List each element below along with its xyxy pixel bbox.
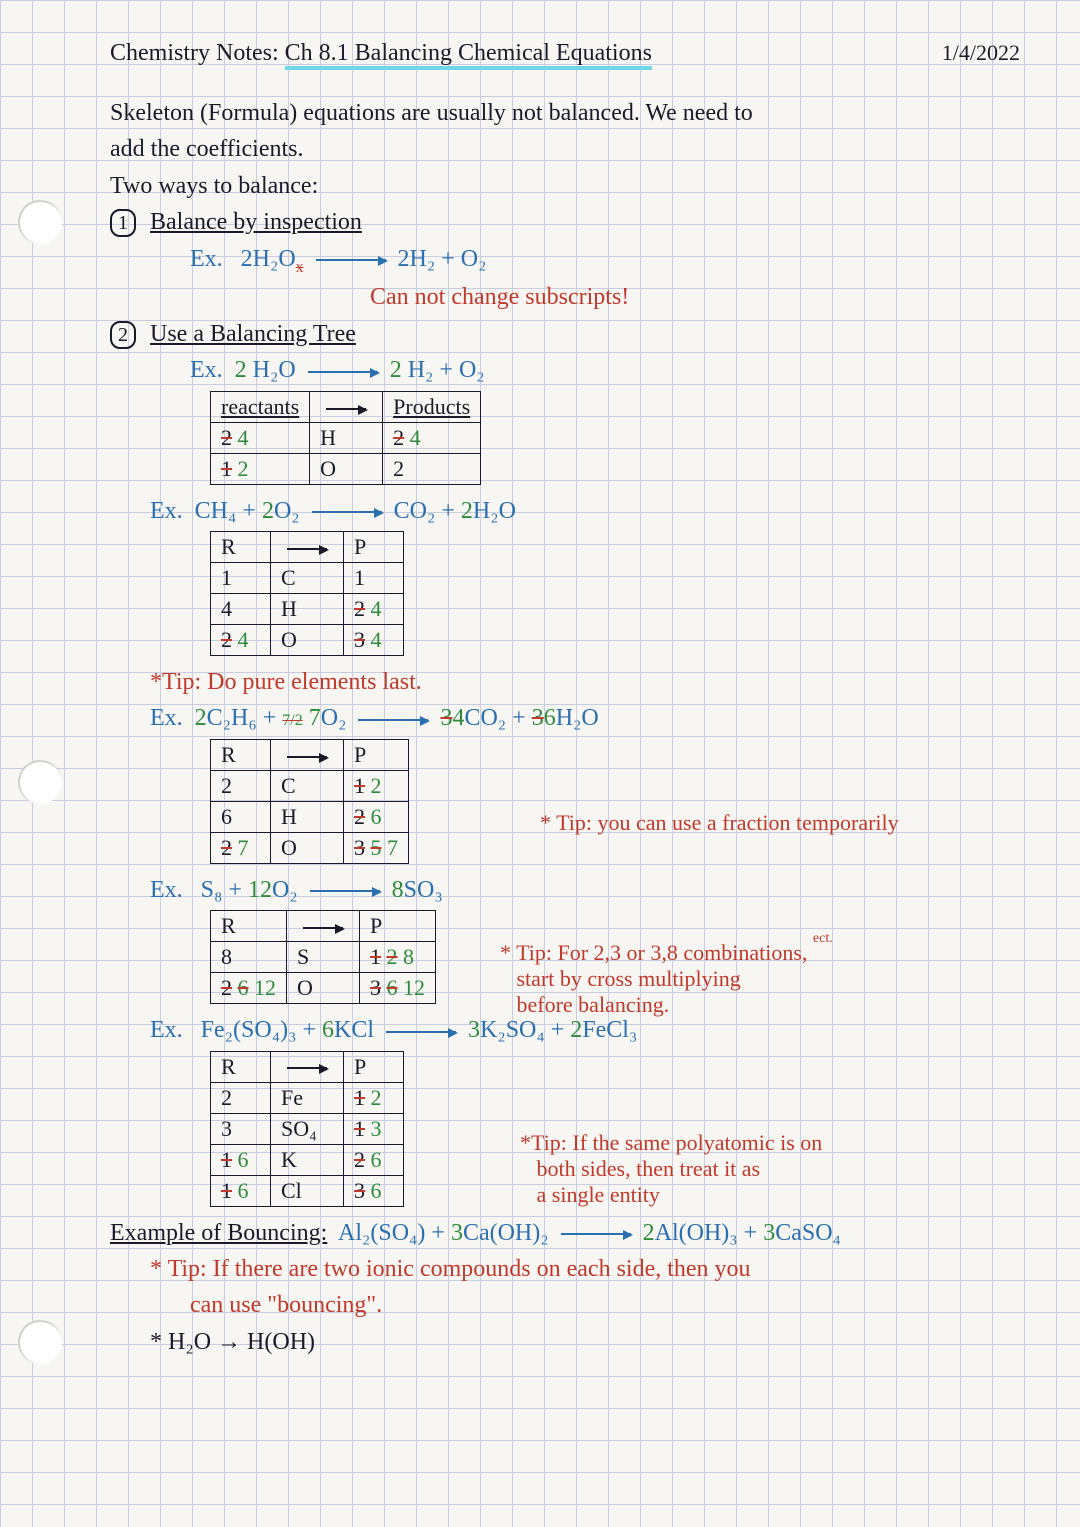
bouncing-example: Example of Bouncing: Al₂(SO₄) + 3Ca(OH)₂… — [110, 1217, 1020, 1249]
bouncing-note: * H₂O → H(OH) — [150, 1326, 1020, 1358]
table-row: 1 6Cl3 6 — [211, 1175, 404, 1206]
tip-bouncing-2: can use "bouncing". — [190, 1289, 1020, 1321]
arrow-icon — [287, 548, 327, 550]
ex2-equation: Ex. CH₄ + 2O₂ CO₂ + 2H₂O — [150, 495, 1020, 527]
method1-example: Ex. 2H₂Ox 2H₂ + O₂ — [190, 243, 1020, 278]
table-row: 6H2 6 — [211, 801, 409, 832]
arrow-icon — [308, 371, 378, 373]
arrow-icon — [326, 408, 366, 410]
table-row: 8S1 2 8 — [211, 942, 436, 973]
tip-polyatomic: *Tip: If the same polyatomic is on both … — [520, 1130, 960, 1208]
balancing-table-1: reactantsProducts 2 4H2 4 1 2O2 — [210, 391, 481, 485]
arrow-icon — [287, 756, 327, 758]
balancing-table-2: RP 1C1 4H2 4 2 4O3 4 — [210, 531, 404, 656]
table-row: 3SO₄1 3 — [211, 1113, 404, 1144]
ex5-equation: Ex. Fe₂(SO₄)₃ + 6KCl 3K₂SO₄ + 2FeCl₃ — [150, 1014, 1020, 1046]
balancing-table-3: RP 2C1 2 6H2 6 2 7O3 5 7 — [210, 739, 409, 864]
table-row: 1 2O2 — [211, 453, 481, 484]
balancing-table-5: RP 2Fe1 2 3SO₄1 3 1 6K2 6 1 6Cl3 6 — [210, 1051, 404, 1207]
ex3-equation: Ex. 2C₂H₆ + 7/2 7O₂ 34CO₂ + 36H₂O — [150, 702, 1020, 734]
method2: 2 Use a Balancing Tree — [110, 318, 1020, 350]
table-row: 1 6K2 6 — [211, 1144, 404, 1175]
table-row: 2C1 2 — [211, 770, 409, 801]
method2-title: Use a Balancing Tree — [150, 321, 356, 347]
table-row: 2 6 12O3 6 12 — [211, 973, 436, 1004]
arrow-icon — [310, 890, 380, 892]
chapter-title: Ch 8.1 Balancing Chemical Equations — [285, 40, 652, 70]
method2-number: 2 — [110, 321, 136, 349]
arrow-icon — [312, 511, 382, 513]
tip-cross-multiply: * Tip: For 2,3 or 3,8 combinations, ect.… — [500, 940, 940, 1018]
arrow-icon — [358, 719, 428, 721]
method1-title: Balance by inspection — [150, 209, 362, 235]
table-row: 4H2 4 — [211, 593, 404, 624]
header-row: Chemistry Notes: Ch 8.1 Balancing Chemic… — [110, 40, 1020, 67]
page-title: Chemistry Notes: Ch 8.1 Balancing Chemic… — [110, 40, 652, 67]
ex4-equation: Ex. S₈ + 12O₂ 8SO₃ — [150, 874, 1020, 906]
method1-number: 1 — [110, 209, 136, 237]
title-prefix: Chemistry Notes: — [110, 40, 279, 66]
m1-lhs: 2H₂O — [241, 246, 296, 272]
method1: 1 Balance by inspection — [110, 206, 1020, 238]
m1-rhs: 2H₂ + O₂ — [398, 246, 487, 272]
intro-line-3: Two ways to balance: — [110, 170, 1020, 202]
ex-prefix: Ex. — [190, 246, 223, 272]
method1-warning: Can not change subscripts! — [370, 281, 1020, 313]
table-row: 2 7O3 5 7 — [211, 832, 409, 863]
table-row: 2 4H2 4 — [211, 422, 481, 453]
tip-bouncing-1: * Tip: If there are two ionic compounds … — [150, 1253, 1020, 1285]
arrow-icon — [303, 927, 343, 929]
method2-eq1: Ex. 2 H₂O 2 H₂ + O₂ — [190, 354, 1020, 386]
intro-line-2: add the coefficients. — [110, 133, 1020, 165]
table-row: 1C1 — [211, 562, 404, 593]
balancing-table-4: RP 8S1 2 8 2 6 12O3 6 12 — [210, 910, 436, 1004]
tip-fraction: * Tip: you can use a fraction temporaril… — [540, 810, 980, 836]
intro-line-1: Skeleton (Formula) equations are usually… — [110, 97, 1020, 129]
arrow-icon — [316, 259, 386, 261]
m1-bad-sub: x — [296, 258, 304, 275]
arrow-icon — [386, 1031, 456, 1033]
table-row: 2 4O3 4 — [211, 624, 404, 655]
tip-1: *Tip: Do pure elements last. — [150, 666, 1020, 698]
arrow-icon — [287, 1067, 327, 1069]
date: 1/4/2022 — [942, 40, 1020, 66]
table-row: 2Fe1 2 — [211, 1082, 404, 1113]
arrow-icon — [561, 1233, 631, 1235]
